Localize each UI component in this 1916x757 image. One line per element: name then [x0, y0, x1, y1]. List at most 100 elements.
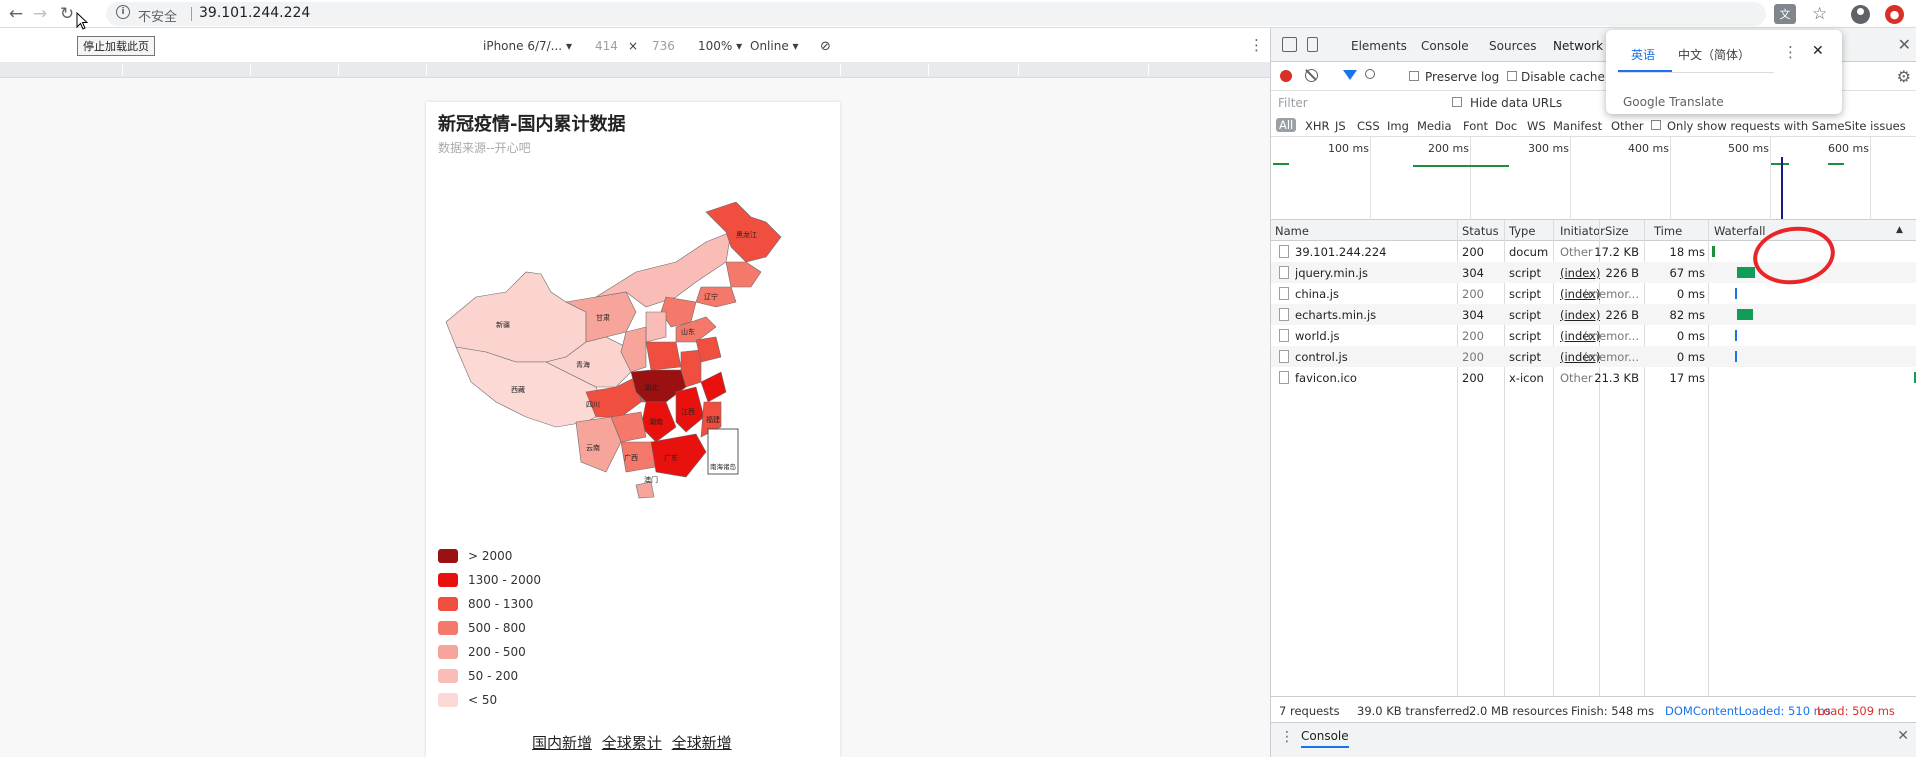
throttle-select[interactable]: Online ▾: [750, 39, 799, 53]
disable-cache-checkbox[interactable]: [1507, 71, 1517, 81]
china-map[interactable]: 新疆 西藏 青海 甘肃 四川 云南 广西 广东 湖北 黑龙江 湖南 江西 福建 …: [436, 202, 836, 522]
request-name[interactable]: jquery.min.js: [1295, 266, 1368, 280]
table-row[interactable]: control.js 200 script (index) (memor... …: [1271, 346, 1916, 367]
tab-sources[interactable]: Sources: [1489, 39, 1537, 53]
column-name[interactable]: Name: [1275, 224, 1309, 238]
request-name[interactable]: control.js: [1295, 350, 1348, 364]
translate-icon[interactable]: 文: [1774, 4, 1796, 24]
type-xhr[interactable]: XHR: [1305, 119, 1330, 133]
rotate-icon[interactable]: ⊘: [820, 39, 831, 54]
clear-icon[interactable]: [1305, 69, 1318, 82]
map-label: 山东: [681, 327, 695, 336]
type-doc[interactable]: Doc: [1495, 119, 1518, 133]
request-name[interactable]: 39.101.244.224: [1295, 245, 1387, 259]
column-size[interactable]: Size: [1605, 224, 1629, 238]
ruler-segment[interactable]: [1018, 64, 1019, 76]
bookmark-star-icon[interactable]: ☆: [1812, 4, 1828, 24]
request-initiator[interactable]: (index): [1560, 350, 1601, 364]
tab-console[interactable]: Console: [1421, 39, 1469, 53]
link-domestic-new[interactable]: 国内新增: [532, 734, 593, 752]
ruler-segment[interactable]: [840, 64, 841, 76]
ruler-segment[interactable]: [122, 64, 123, 76]
type-font[interactable]: Font: [1463, 119, 1489, 133]
sort-arrow-icon[interactable]: ▲: [1896, 225, 1903, 235]
request-name[interactable]: world.js: [1295, 329, 1340, 343]
settings-gear-icon[interactable]: ⚙: [1896, 67, 1911, 86]
extension-icon[interactable]: ●: [1885, 5, 1904, 24]
device-mode-icon[interactable]: [1307, 37, 1318, 52]
device-width[interactable]: 414: [595, 39, 618, 53]
type-img[interactable]: Img: [1387, 119, 1409, 133]
device-select[interactable]: iPhone 6/7/... ▾: [483, 39, 572, 53]
link-global-new[interactable]: 全球新增: [671, 734, 732, 752]
request-initiator[interactable]: (index): [1560, 266, 1601, 280]
network-overview[interactable]: 100 ms 200 ms 300 ms 400 ms 500 ms 600 m…: [1271, 137, 1916, 220]
type-js[interactable]: JS: [1335, 119, 1346, 133]
search-icon[interactable]: [1365, 69, 1375, 79]
translate-close-icon[interactable]: ✕: [1812, 43, 1824, 59]
drawer-close-icon[interactable]: ✕: [1897, 728, 1909, 744]
legend-item[interactable]: 50 - 200: [438, 664, 541, 688]
ruler-segment[interactable]: [338, 64, 339, 76]
legend-item[interactable]: > 2000: [438, 544, 541, 568]
request-name[interactable]: echarts.min.js: [1295, 308, 1377, 322]
type-manifest[interactable]: Manifest: [1553, 119, 1603, 133]
tab-network[interactable]: Network: [1553, 39, 1604, 53]
hide-data-urls-checkbox[interactable]: [1452, 97, 1462, 107]
legend-item[interactable]: 200 - 500: [438, 640, 541, 664]
close-devtools-icon[interactable]: ✕: [1897, 35, 1911, 54]
request-initiator[interactable]: (index): [1560, 308, 1601, 322]
translate-more-icon[interactable]: ⋮: [1783, 43, 1798, 61]
address-bar[interactable]: i 不安全 39.101.244.224: [106, 2, 1766, 26]
type-other[interactable]: Other: [1611, 119, 1644, 133]
ruler-segment[interactable]: [1148, 64, 1149, 76]
column-time[interactable]: Time: [1654, 224, 1683, 238]
table-row[interactable]: 39.101.244.224 200 docum... Other 17.2 K…: [1271, 241, 1916, 262]
filter-input[interactable]: Filter: [1278, 96, 1308, 110]
samesite-checkbox[interactable]: [1651, 120, 1661, 130]
request-initiator[interactable]: (index): [1560, 329, 1601, 343]
type-ws[interactable]: WS: [1527, 119, 1546, 133]
inspect-element-icon[interactable]: [1282, 37, 1297, 52]
device-height[interactable]: 736: [652, 39, 675, 53]
ruler-segment[interactable]: [250, 64, 251, 76]
column-initiator[interactable]: Initiator: [1560, 224, 1605, 238]
zoom-select[interactable]: 100% ▾: [698, 39, 743, 53]
request-initiator[interactable]: (index): [1560, 287, 1601, 301]
forward-icon[interactable]: →: [32, 4, 48, 24]
drawer-menu-icon[interactable]: ⋮: [1280, 729, 1294, 745]
legend-item[interactable]: 500 - 800: [438, 616, 541, 640]
ruler-segment[interactable]: [426, 64, 427, 76]
device-more-icon[interactable]: ⋮: [1249, 36, 1264, 54]
ruler-segment[interactable]: [928, 64, 929, 76]
reload-icon[interactable]: ↻: [59, 4, 75, 24]
table-row[interactable]: echarts.min.js 304 script (index) 226 B …: [1271, 304, 1916, 325]
table-row[interactable]: china.js 200 script (index) (memor... 0 …: [1271, 283, 1916, 304]
request-name[interactable]: favicon.ico: [1295, 371, 1357, 385]
column-type[interactable]: Type: [1509, 224, 1536, 238]
record-icon[interactable]: [1280, 70, 1292, 82]
filter-icon[interactable]: [1343, 70, 1357, 80]
legend-item[interactable]: 1300 - 2000: [438, 568, 541, 592]
back-icon[interactable]: ←: [8, 4, 24, 24]
link-global-total[interactable]: 全球累计: [601, 734, 662, 752]
legend-item[interactable]: < 50: [438, 688, 541, 712]
legend-item[interactable]: 800 - 1300: [438, 592, 541, 616]
profile-avatar-icon[interactable]: [1851, 5, 1870, 24]
type-all[interactable]: All: [1276, 118, 1297, 132]
url-text[interactable]: 39.101.244.224: [199, 5, 311, 21]
info-icon[interactable]: i: [116, 5, 130, 19]
column-status[interactable]: Status: [1462, 224, 1499, 238]
type-media[interactable]: Media: [1417, 119, 1452, 133]
translate-tab-chinese[interactable]: 中文（简体）: [1678, 48, 1751, 62]
translate-tab-english[interactable]: 英语: [1631, 48, 1656, 62]
type-css[interactable]: CSS: [1357, 119, 1380, 133]
preserve-log-checkbox[interactable]: [1409, 71, 1419, 81]
request-name[interactable]: china.js: [1295, 287, 1339, 301]
table-row[interactable]: world.js 200 script (index) (memor... 0 …: [1271, 325, 1916, 346]
drawer-tab-console[interactable]: Console: [1301, 729, 1349, 748]
table-row[interactable]: favicon.ico 200 x-icon Other 21.3 KB 17 …: [1271, 367, 1916, 388]
table-row[interactable]: jquery.min.js 304 script (index) 226 B 6…: [1271, 262, 1916, 283]
tab-elements[interactable]: Elements: [1351, 39, 1407, 53]
column-waterfall[interactable]: Waterfall: [1714, 224, 1766, 238]
